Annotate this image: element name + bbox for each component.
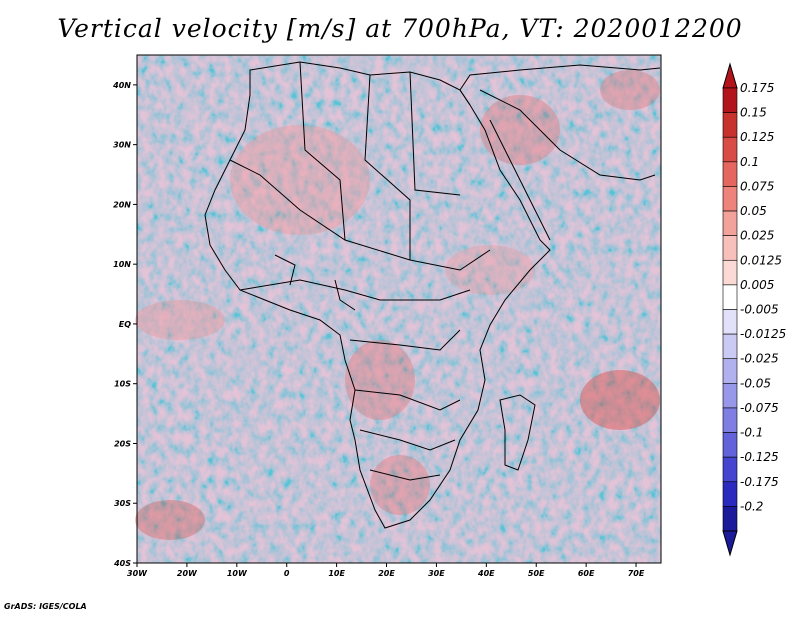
colorbar-swatch: [722, 383, 738, 409]
colorbar-label: -0.075: [740, 401, 779, 415]
colorbar-swatch: [722, 259, 738, 286]
lon-tick-label: 10W: [227, 569, 248, 578]
lat-tick-label: 30N: [113, 141, 131, 150]
colorbar-swatch: [722, 186, 738, 212]
colorbar-swatch: [722, 456, 738, 483]
lat-tick-label: EQ: [119, 320, 131, 329]
colorbar-label: 0.025: [740, 229, 774, 243]
colorbar-swatch: [722, 210, 738, 236]
colorbar-label: -0.025: [740, 352, 779, 366]
colorbar-label: 0.175: [740, 81, 774, 95]
lon-tick-label: 30W: [127, 569, 148, 578]
colorbar-label: -0.125: [740, 450, 779, 464]
colorbar-swatch: [722, 235, 738, 261]
colorbar-label: 0.005: [740, 278, 774, 292]
colorbar-label: 0.125: [740, 130, 774, 144]
colorbar-label: 0.05: [740, 204, 767, 218]
lon-tick-label: 10E: [328, 569, 345, 578]
lon-tick-label: 60E: [578, 569, 595, 578]
lat-tick-label: 20N: [113, 200, 131, 209]
colorbar-label: -0.1: [740, 426, 763, 440]
lat-tick-label: 30S: [114, 499, 131, 508]
colorbar-swatch: [722, 309, 738, 335]
latitude-axis: 40N 30N 20N 10N EQ 10S 20S 30S 40S: [112, 81, 137, 568]
plot-frame: [136, 54, 662, 564]
colorbar-swatch: [722, 432, 738, 458]
colorbar-swatch: [722, 161, 738, 187]
longitude-axis: 30W 20W 10W 0 10E 20E 30E 40E 50E 60E 70E: [127, 563, 645, 578]
colorbar-swatch: [722, 481, 738, 507]
lon-tick-label: 30E: [428, 569, 445, 578]
lat-tick-label: 40N: [112, 81, 131, 90]
colorbar-label: -0.0125: [740, 327, 786, 341]
colorbar-label: -0.175: [740, 475, 779, 489]
colorbar-label: 0.15: [740, 106, 767, 120]
lat-tick-label: 40S: [113, 559, 131, 568]
lon-tick-label: 20W: [177, 569, 198, 578]
lon-tick-label: 20E: [378, 569, 395, 578]
lon-tick-label: 50E: [528, 569, 545, 578]
colorbar-swatch: [722, 112, 738, 138]
colorbar-min-arrow: [722, 530, 738, 557]
colorbar-swatch: [722, 333, 738, 360]
colorbar-swatch: [722, 506, 738, 532]
colorbar-swatch: [722, 358, 738, 384]
lon-tick-label: 70E: [628, 569, 645, 578]
colorbar: 0.175 0.15 0.125 0.1 0.075 0.05 0.025 0.0125 0.0…: [722, 62, 786, 557]
velocity-field: [135, 55, 661, 563]
coastlines: [204, 61, 661, 529]
colorbar-label: -0.2: [740, 499, 763, 513]
map-title: Vertical velocity [m/s] at 700hPa, VT: 2…: [57, 14, 743, 43]
colorbar-swatch: [722, 87, 738, 113]
lon-tick-label: 40E: [477, 569, 495, 578]
colorbar-label: -0.005: [740, 303, 779, 317]
grads-credit: GrADS: IGES/COLA: [4, 602, 87, 611]
lat-tick-label: 20S: [114, 439, 131, 448]
colorbar-label: 0.0125: [740, 253, 782, 267]
lat-tick-label: 10N: [113, 260, 131, 269]
colorbar-label: -0.05: [740, 376, 771, 390]
colorbar-swatch: [722, 136, 738, 163]
colorbar-label: 0.1: [740, 155, 759, 169]
colorbar-label: 0.075: [740, 179, 774, 193]
lon-tick-label: 0: [284, 569, 290, 578]
colorbar-max-arrow: [722, 62, 738, 89]
colorbar-swatch: [722, 284, 738, 310]
lat-tick-label: 10S: [114, 380, 131, 389]
colorbar-swatch: [722, 407, 738, 433]
